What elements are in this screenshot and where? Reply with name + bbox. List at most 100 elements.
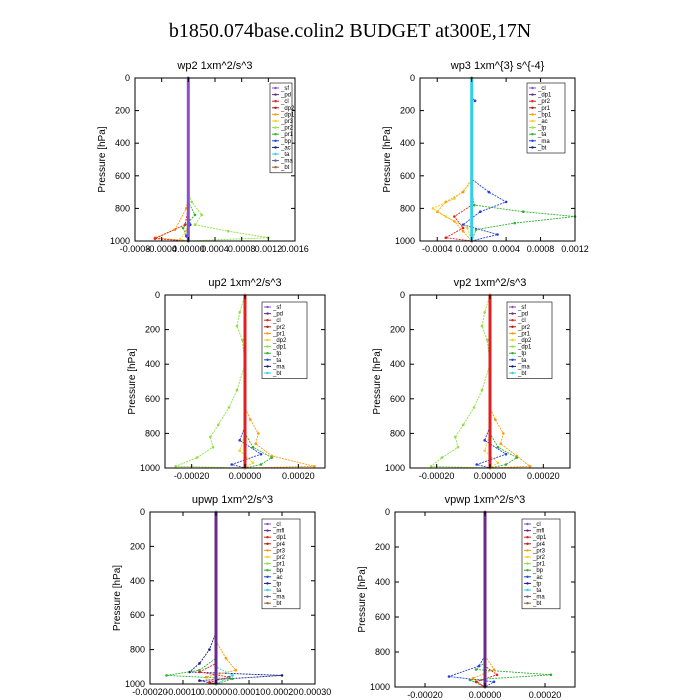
series-point <box>468 678 472 682</box>
x-tick-label: 0.0008 <box>527 244 555 254</box>
y-tick-label: 800 <box>145 428 160 438</box>
legend-entry: _dp1 <box>537 93 552 99</box>
legend-marker <box>266 332 269 335</box>
series-line <box>431 78 473 242</box>
series-point <box>447 675 451 678</box>
x-tick-label: -0.00020 <box>419 471 455 481</box>
legend-entry: _cl <box>537 86 546 92</box>
legend-entry: _tp <box>532 581 542 587</box>
legend-entry: _tp <box>272 581 282 587</box>
series-line <box>462 78 508 242</box>
legend-marker <box>266 588 269 592</box>
legend-marker <box>266 536 269 539</box>
legend-marker <box>266 602 269 605</box>
legend-entry: _pr2 <box>537 99 551 105</box>
legend-entry: _pd <box>517 312 528 318</box>
legend-marker <box>274 133 277 136</box>
series-point <box>227 229 230 233</box>
y-tick-label: 200 <box>145 325 160 335</box>
y-tick-label: 400 <box>375 577 390 587</box>
series-point <box>211 445 215 449</box>
series-line <box>154 78 189 242</box>
y-tick-label: 1000 <box>385 463 405 473</box>
legend-entry: _pr1 <box>532 562 546 568</box>
legend-marker <box>266 312 269 315</box>
series-point <box>181 226 185 230</box>
x-tick-label: -0.0008 <box>120 244 151 254</box>
legend-entry: _ma <box>517 364 530 370</box>
series-point <box>496 445 500 449</box>
y-axis-label: Pressure [hPa] <box>357 566 368 632</box>
legend-entry: _pr2 <box>532 555 546 561</box>
y-tick-label: 800 <box>400 203 415 213</box>
legend-marker <box>526 522 529 526</box>
legend-entry: _pr2 <box>272 555 286 561</box>
y-tick-label: 600 <box>115 171 130 181</box>
legend-entry: _bt <box>517 371 527 377</box>
x-tick-label: 0.0008 <box>228 244 256 254</box>
panel-6: vpwp 1xm^2/s^3 Pressure [hPa] 0 200 400 600 80… <box>357 494 576 700</box>
legend-entry: _pr2 <box>517 325 531 331</box>
series-point <box>502 432 505 435</box>
series-point <box>453 215 456 218</box>
panel-title: vpwp 1xm^2/s^3 <box>445 494 526 506</box>
panel-title: up2 1xm^2/s^3 <box>208 277 281 289</box>
legend-marker <box>274 146 277 149</box>
series-point <box>208 648 211 651</box>
series-line <box>215 512 234 685</box>
legend-entry: _dp1 <box>532 535 547 541</box>
series-point <box>483 449 487 453</box>
legend-box <box>261 301 308 379</box>
y-tick-label: 800 <box>115 203 130 213</box>
panel-1: wp2 1xm^2/s^3 Pressure [hPa] 0 200 400 600 800… <box>97 60 309 254</box>
legend-entry: _pr1 <box>272 331 286 337</box>
y-tick-label: 600 <box>130 610 145 620</box>
x-tick-label: 0.00020 <box>282 471 315 481</box>
legend-marker <box>511 365 514 368</box>
series-point <box>504 452 508 456</box>
y-tick-label: 400 <box>130 576 145 586</box>
series-point <box>235 388 239 392</box>
legend-marker <box>511 319 514 322</box>
series-point <box>461 229 465 233</box>
legend-entry: _pr1 <box>537 106 551 112</box>
legend-marker <box>266 562 269 565</box>
series-point <box>254 442 257 446</box>
series-point <box>483 439 487 442</box>
legend-marker <box>511 338 514 342</box>
y-axis-label: Pressure [hPa] <box>372 348 383 414</box>
series-point <box>208 681 211 684</box>
series-point <box>227 406 231 409</box>
x-tick-label: 0.00000 <box>200 687 233 697</box>
series-point <box>549 673 553 677</box>
legend-marker <box>266 319 269 322</box>
panel-title: upwp 1xm^2/s^3 <box>192 494 273 506</box>
legend-marker <box>526 602 529 605</box>
series-point <box>193 223 197 226</box>
legend-entry: _cl <box>280 99 289 105</box>
y-tick-label: 0 <box>155 290 160 300</box>
legend-entry: _bt <box>272 371 282 377</box>
legend-entry: _cl <box>272 318 281 324</box>
legend-marker <box>266 338 269 342</box>
series-point <box>487 190 491 194</box>
x-tick-label: -0.00020 <box>407 690 443 700</box>
series-point <box>270 456 274 459</box>
y-tick-label: 600 <box>375 612 390 622</box>
series-point <box>209 435 212 439</box>
legend-entry: _sf <box>280 86 289 92</box>
legend-marker <box>266 569 269 572</box>
legend-marker <box>531 146 534 149</box>
x-tick-label: 0.00000 <box>469 690 502 700</box>
legend-marker <box>274 139 277 142</box>
y-tick-label: 1000 <box>395 236 415 246</box>
legend-marker <box>531 139 534 142</box>
y-tick-label: 800 <box>375 647 390 657</box>
legend-marker <box>531 126 534 129</box>
legend-marker <box>266 555 269 559</box>
legend-entry: _dp1 <box>272 345 287 351</box>
y-tick-label: 600 <box>400 171 415 181</box>
series-point <box>480 324 484 328</box>
legend-entry: _bp <box>280 139 292 145</box>
series-point <box>259 463 263 466</box>
